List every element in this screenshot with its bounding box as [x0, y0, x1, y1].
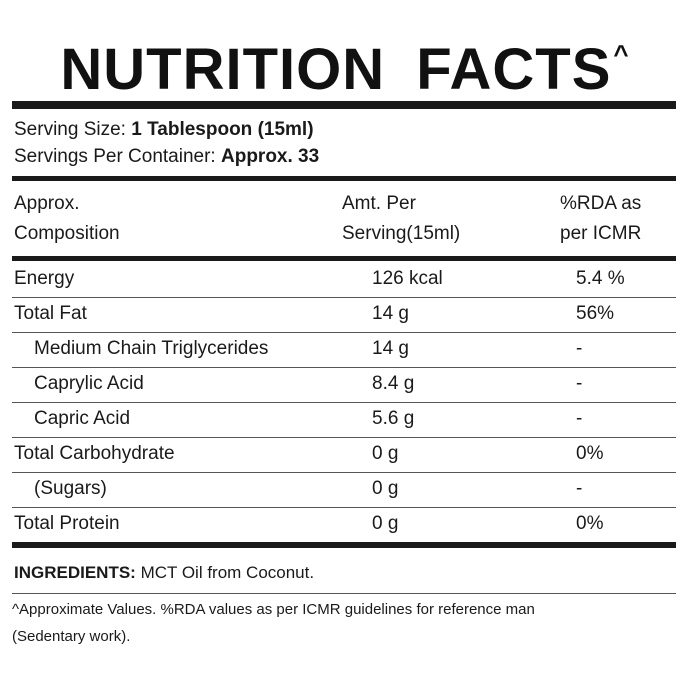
serving-size: Serving Size: 1 Tablespoon (15ml): [14, 119, 314, 141]
thick-rule: [12, 542, 676, 548]
header-line: per ICMR: [560, 223, 642, 244]
row-name: Caprylic Acid: [34, 373, 144, 394]
header-line: Serving(15ml): [342, 223, 461, 244]
row-amount: 0 g: [372, 513, 399, 534]
ingredients: INGREDIENTS: MCT Oil from Coconut.: [14, 563, 314, 583]
thin-rule: [12, 297, 676, 298]
row-name: (Sugars): [34, 478, 107, 499]
row-amount: 14 g: [372, 303, 409, 324]
title-mark: ^: [613, 39, 630, 69]
row-rda: -: [576, 408, 583, 429]
header-amount: Amt. Per Serving(15ml): [342, 189, 460, 249]
row-name: Capric Acid: [34, 408, 131, 429]
row-name: Total Carbohydrate: [14, 443, 175, 464]
row-rda: 0%: [576, 443, 604, 464]
thin-rule: [12, 507, 676, 508]
row-rda: 5.4 %: [576, 268, 625, 289]
row-amount: 126 kcal: [372, 268, 443, 289]
thin-rule: [12, 402, 676, 403]
row-rda: -: [576, 373, 583, 394]
value: 1 Tablespoon (15ml): [131, 119, 314, 140]
footnote-line: ^Approximate Values. %RDA values as per …: [12, 601, 535, 618]
value: Approx. 33: [221, 146, 320, 167]
footnote-line: (Sedentary work).: [12, 628, 131, 645]
thin-rule: [12, 332, 676, 333]
header-line: Composition: [14, 223, 120, 244]
header-rda: %RDA as per ICMR: [560, 189, 641, 249]
thick-rule: [12, 256, 676, 261]
thin-rule: [12, 437, 676, 438]
thin-rule: [12, 593, 676, 594]
row-name: Total Fat: [14, 303, 87, 324]
header-line: %RDA as: [560, 193, 642, 214]
row-rda: 0%: [576, 513, 604, 534]
thin-rule: [12, 367, 676, 368]
label: INGREDIENTS:: [14, 563, 136, 582]
thick-rule: [12, 176, 676, 181]
row-rda: -: [576, 338, 583, 359]
row-amount: 5.6 g: [372, 408, 415, 429]
row-name: Medium Chain Triglycerides: [34, 338, 269, 359]
label: Servings Per Container:: [14, 146, 216, 167]
row-amount: 14 g: [372, 338, 409, 359]
label: Serving Size:: [14, 119, 126, 140]
thick-rule: [12, 101, 676, 109]
row-amount: 0 g: [372, 478, 399, 499]
header-composition: Approx. Composition: [14, 189, 120, 249]
value: MCT Oil from Coconut.: [140, 563, 315, 582]
row-amount: 8.4 g: [372, 373, 415, 394]
row-name: Total Protein: [14, 513, 120, 534]
title: NUTRITION FACTS^: [0, 36, 690, 103]
title-text: NUTRITION FACTS: [60, 37, 612, 102]
row-rda: -: [576, 478, 583, 499]
row-name: Energy: [14, 268, 75, 289]
header-line: Amt. Per: [342, 193, 416, 214]
row-rda: 56%: [576, 303, 615, 324]
thin-rule: [12, 472, 676, 473]
row-amount: 0 g: [372, 443, 399, 464]
servings-per-container: Servings Per Container: Approx. 33: [14, 146, 319, 168]
header-line: Approx.: [14, 193, 80, 214]
